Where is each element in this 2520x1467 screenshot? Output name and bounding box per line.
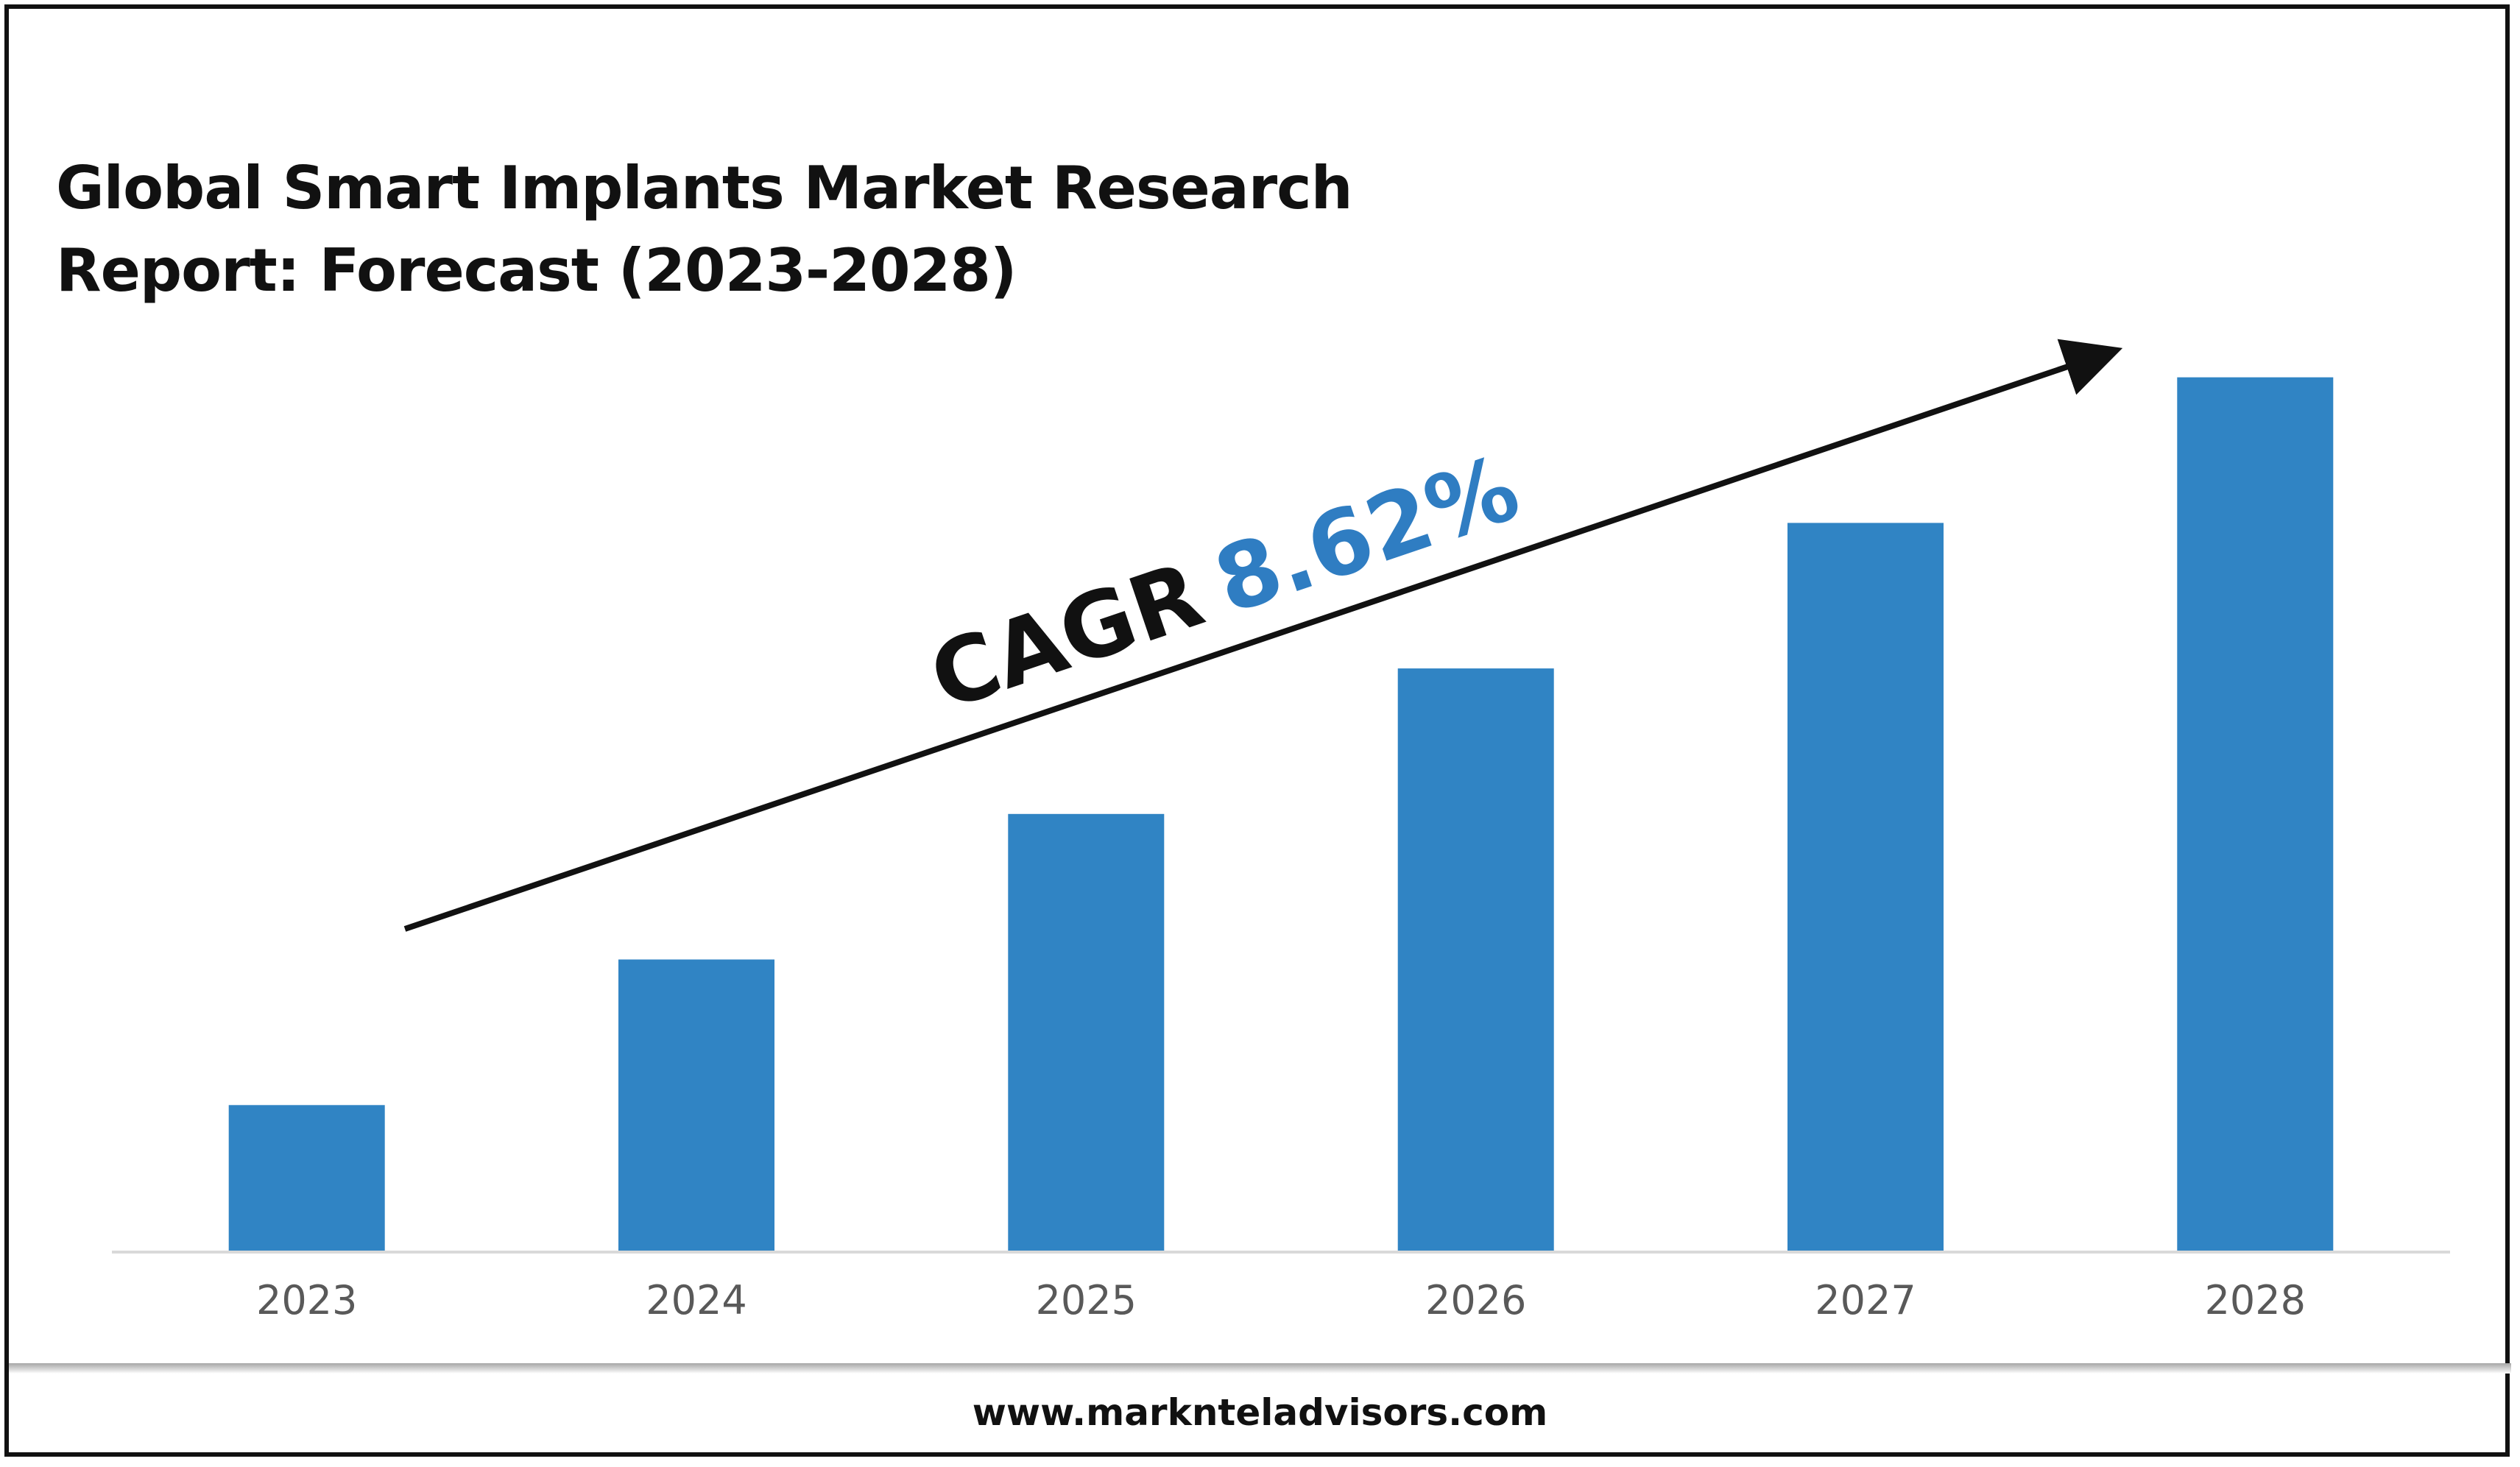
bars-group bbox=[228, 377, 2334, 1251]
x-tick-label-2028: 2028 bbox=[2205, 1277, 2306, 1323]
chart-title-line-2: Report: Forecast (2023-2028) bbox=[56, 236, 1017, 305]
x-tick-label-2026: 2026 bbox=[1425, 1277, 1526, 1323]
chart-title-line-1: Global Smart Implants Market Research bbox=[56, 154, 1353, 222]
bar-2024 bbox=[618, 959, 774, 1251]
footer-separator bbox=[9, 1363, 2511, 1374]
x-tick-label-2024: 2024 bbox=[646, 1277, 747, 1323]
bar-2025 bbox=[1008, 813, 1165, 1251]
bar-2027 bbox=[1787, 523, 1944, 1251]
x-tick-labels: 2023 2024 2025 2026 2027 2028 bbox=[256, 1277, 2306, 1323]
x-tick-label-2023: 2023 bbox=[256, 1277, 357, 1323]
cagr-trend-arrow bbox=[403, 339, 2123, 932]
x-tick-label-2027: 2027 bbox=[1815, 1277, 1916, 1323]
bar-2028 bbox=[2177, 377, 2334, 1251]
footer-url: www.marknteladvisors.com bbox=[972, 1391, 1548, 1434]
x-tick-label-2025: 2025 bbox=[1036, 1277, 1137, 1323]
bar-2023 bbox=[228, 1105, 385, 1251]
chart-title: Global Smart Implants Market Research Re… bbox=[56, 147, 1353, 312]
chart-frame bbox=[4, 4, 2510, 1457]
bar-2026 bbox=[1397, 668, 1554, 1251]
